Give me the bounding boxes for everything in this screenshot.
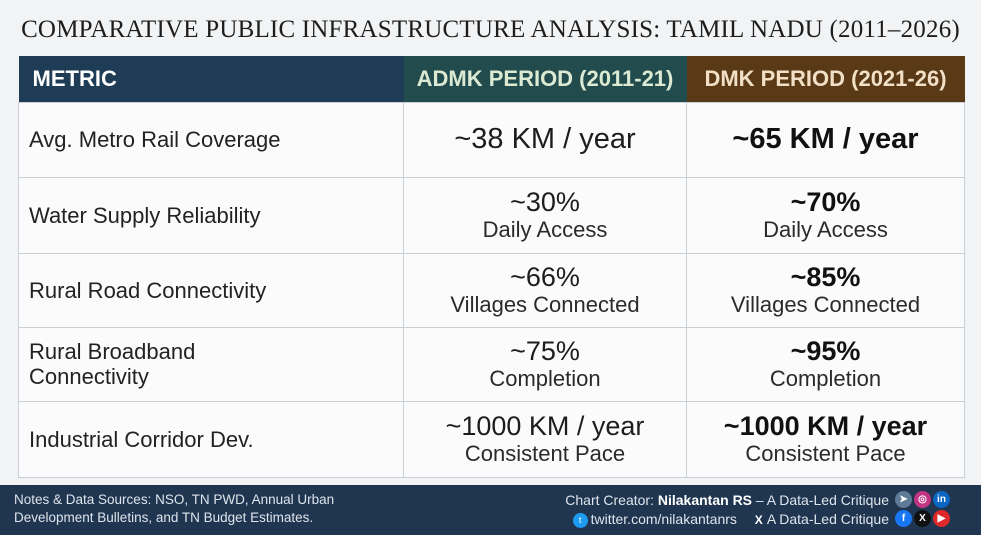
linkedin-icon[interactable]: in bbox=[933, 491, 950, 509]
creator-name: Nilakantan RS bbox=[657, 492, 753, 508]
metric-cell: Rural Broadband Connectivity bbox=[18, 326, 404, 402]
dmk-main-value: ~95% bbox=[790, 336, 861, 367]
dmk-value-cell: ~70% Daily Access bbox=[686, 176, 965, 254]
admk-value-cell: ~75% Completion bbox=[403, 326, 687, 402]
creator-suffix: – A Data-Led Critique bbox=[755, 492, 889, 508]
x-logo-icon: X bbox=[754, 513, 763, 528]
youtube-icon[interactable]: ▶ bbox=[933, 510, 950, 528]
admk-value-cell: ~66% Villages Connected bbox=[403, 252, 687, 328]
admk-sub-label: Completion bbox=[489, 366, 601, 392]
header-admk-period: ADMK PERIOD (2011-21) bbox=[403, 56, 687, 102]
admk-value-cell: ~1000 KM / year Consistent Pace bbox=[403, 400, 687, 479]
admk-sub-label: Daily Access bbox=[482, 217, 608, 243]
chart-title: COMPARATIVE PUBLIC INFRASTRUCTURE ANALYS… bbox=[21, 16, 960, 43]
admk-main-value: ~75% bbox=[510, 336, 580, 367]
twitter-bird-icon: t bbox=[572, 512, 588, 528]
metric-cell: Rural Road Connectivity bbox=[18, 252, 404, 328]
dmk-main-value: ~70% bbox=[790, 187, 861, 218]
admk-main-value: ~30% bbox=[510, 187, 580, 218]
twitter-handle[interactable]: twitter.com/nilakantanrs bbox=[590, 511, 737, 527]
dmk-sub-label: Completion bbox=[769, 366, 882, 392]
admk-sub-label: Consistent Pace bbox=[464, 441, 626, 467]
facebook-icon[interactable]: f bbox=[895, 510, 912, 528]
table-row: Water Supply Reliability ~30% Daily Access… bbox=[18, 176, 965, 254]
social-icons: ➤ ◎ in f X ▶ bbox=[893, 491, 963, 528]
dmk-sub-label: Consistent Pace bbox=[745, 441, 906, 467]
table-row: Avg. Metro Rail Coverage ~38 KM / year ~65… bbox=[18, 101, 965, 178]
dmk-sub-label: Villages Connected bbox=[730, 292, 921, 318]
instagram-icon[interactable]: ◎ bbox=[914, 491, 931, 509]
table-body: Avg. Metro Rail Coverage ~38 KM / year ~65… bbox=[18, 101, 965, 479]
dmk-main-value: ~65 KM / year bbox=[732, 123, 919, 156]
admk-value-cell: ~30% Daily Access bbox=[403, 176, 687, 254]
x-handle[interactable]: A Data-Led Critique bbox=[766, 511, 889, 527]
admk-main-value: ~38 KM / year bbox=[454, 123, 636, 156]
dmk-value-cell: ~85% Villages Connected bbox=[686, 252, 965, 328]
header-metric: METRIC bbox=[18, 56, 404, 102]
table-row: Industrial Corridor Dev. ~1000 KM / year C… bbox=[18, 400, 965, 479]
footer-notes: Notes & Data Sources: NSO, TN PWD, Annua… bbox=[14, 492, 335, 525]
admk-sub-label: Villages Connected bbox=[450, 292, 640, 318]
dmk-value-cell: ~65 KM / year bbox=[686, 101, 965, 178]
comparison-table: METRIC ADMK PERIOD (2011-21) DMK PERIOD … bbox=[18, 56, 965, 479]
footer-bar: Notes & Data Sources: NSO, TN PWD, Annua… bbox=[0, 485, 981, 535]
chart-credit: Chart Creator: Nilakantan RS – A Data-Le… bbox=[565, 491, 889, 529]
dmk-sub-label: Daily Access bbox=[763, 217, 888, 243]
metric-cell: Industrial Corridor Dev. bbox=[18, 400, 404, 479]
dmk-value-cell: ~95% Completion bbox=[686, 326, 965, 402]
x-icon[interactable]: X bbox=[914, 510, 931, 528]
dmk-value-cell: ~1000 KM / year Consistent Pace bbox=[686, 400, 965, 479]
admk-main-value: ~66% bbox=[510, 262, 580, 293]
table-row: Rural Broadband Connectivity ~75% Completi… bbox=[18, 326, 965, 402]
header-dmk-period: DMK PERIOD (2021-26) bbox=[686, 56, 965, 102]
table-row: Rural Road Connectivity ~66% Villages Conn… bbox=[18, 252, 965, 328]
admk-main-value: ~1000 KM / year bbox=[445, 411, 645, 442]
creator-prefix: Chart Creator: bbox=[565, 492, 654, 508]
comparison-table-wrapper: METRIC ADMK PERIOD (2011-21) DMK PERIOD … bbox=[18, 56, 965, 479]
metric-cell: Water Supply Reliability bbox=[18, 176, 404, 254]
dmk-main-value: ~85% bbox=[790, 262, 861, 293]
telegram-icon[interactable]: ➤ bbox=[895, 491, 912, 509]
dmk-main-value: ~1000 KM / year bbox=[723, 411, 928, 442]
table-header-row: METRIC ADMK PERIOD (2011-21) DMK PERIOD … bbox=[18, 56, 965, 102]
metric-cell: Avg. Metro Rail Coverage bbox=[18, 101, 404, 178]
admk-value-cell: ~38 KM / year bbox=[403, 101, 687, 178]
